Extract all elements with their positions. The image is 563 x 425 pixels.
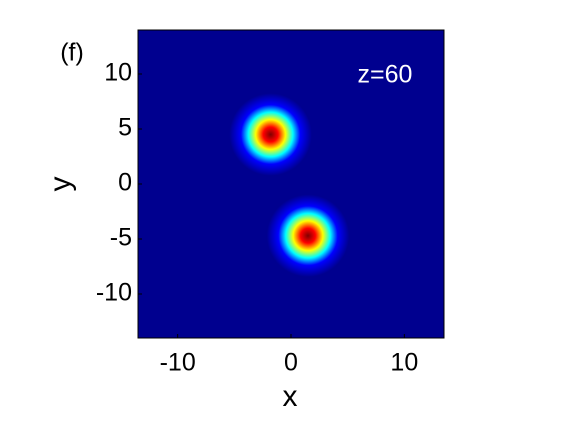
- x-axis-label: x: [283, 380, 298, 413]
- y-tick-label: 0: [118, 169, 132, 197]
- intensity-spot: [266, 194, 350, 277]
- y-tick-label: 10: [104, 59, 132, 87]
- panel-label: (f): [60, 39, 84, 67]
- x-tick-label: 0: [284, 349, 298, 377]
- y-axis-label: y: [44, 177, 77, 192]
- plot-background: [138, 30, 444, 338]
- annotation: z=60: [358, 61, 413, 89]
- intensity-spot: [229, 93, 312, 176]
- y-tick-label: 5: [118, 114, 132, 142]
- x-tick-label: 10: [390, 349, 418, 377]
- x-tick-label: -10: [160, 349, 196, 377]
- y-tick-label: -5: [110, 224, 132, 252]
- y-tick-label: -10: [96, 279, 132, 307]
